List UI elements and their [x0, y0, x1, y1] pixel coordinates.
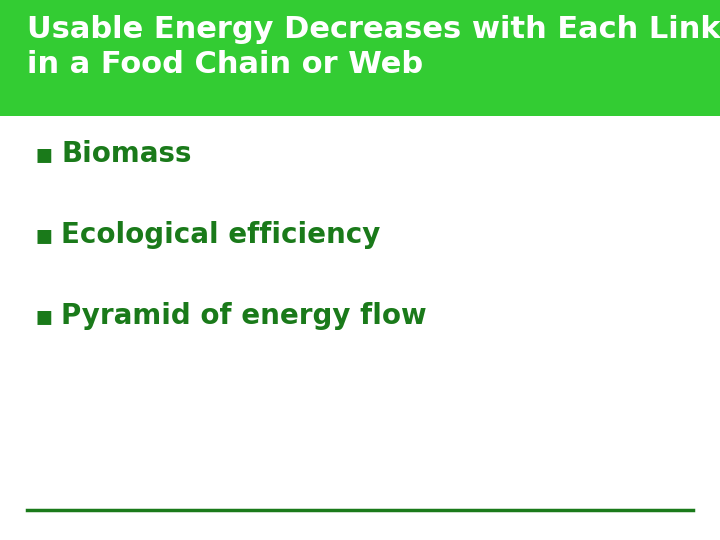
Text: ▪: ▪ [35, 140, 53, 168]
Text: Usable Energy Decreases with Each Link
in a Food Chain or Web: Usable Energy Decreases with Each Link i… [27, 15, 720, 79]
Bar [0, 0, 720, 116]
Text: Pyramid of energy flow: Pyramid of energy flow [61, 302, 427, 330]
Text: ▪: ▪ [35, 221, 53, 249]
Text: ▪: ▪ [35, 302, 53, 330]
Text: Ecological efficiency: Ecological efficiency [61, 221, 381, 249]
Text: Biomass: Biomass [61, 140, 192, 168]
